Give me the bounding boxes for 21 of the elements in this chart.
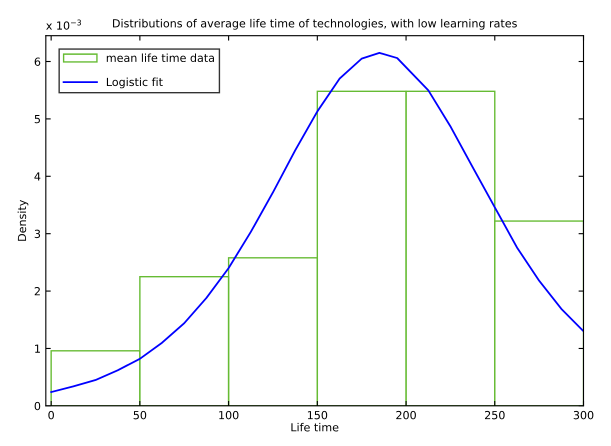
- chart-title: Distributions of average life time of technologies, with low learning rates: [113, 18, 517, 30]
- x-tick-label: 50: [134, 410, 146, 420]
- x-tick-label: 0: [48, 410, 54, 420]
- x-axis-title: Life time: [291, 422, 338, 432]
- y-tick-label: 0: [34, 402, 40, 410]
- text: x 10$^{−3}$: [46, 20, 82, 30]
- line-series: [50, 52, 584, 393]
- legend-label: mean life time data: [106, 53, 214, 62]
- y-axis-title: Density: [18, 200, 28, 241]
- x-tick-label: 150: [308, 410, 328, 420]
- y-tick-label: 1: [35, 344, 40, 353]
- x-tick-label: 200: [396, 410, 416, 420]
- y-tick-label: 4: [34, 172, 40, 181]
- x-tick-label: 300: [574, 410, 594, 420]
- y-tick-label: 2: [34, 287, 40, 296]
- y-tick-label: 3: [34, 230, 40, 238]
- y-tick-label: 6: [34, 57, 40, 66]
- x-tick-label: 250: [484, 410, 505, 420]
- legend-label: Logistic fit: [106, 78, 163, 88]
- x-tick-label: 100: [219, 410, 238, 420]
- y-tick-label: 5: [34, 115, 40, 124]
